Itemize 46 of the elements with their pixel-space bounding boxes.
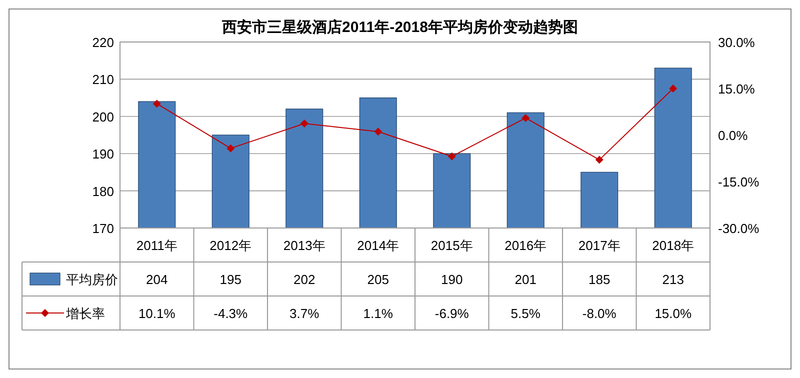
point xyxy=(448,152,456,160)
y-tick-label: 210 xyxy=(92,72,114,88)
y2-tick-label: -15.0% xyxy=(718,174,760,190)
point xyxy=(374,128,382,136)
point xyxy=(152,100,161,108)
y-tick-label: 220 xyxy=(92,35,114,50)
point xyxy=(595,156,604,164)
y-tick-label: 200 xyxy=(92,109,114,124)
x-tick-label: 2013年 xyxy=(283,238,326,253)
data-label: 185 xyxy=(588,272,610,287)
y-tick-label: 180 xyxy=(92,184,114,199)
data-label: 1.1% xyxy=(363,306,394,321)
y2-tick-label: 0.0% xyxy=(718,128,748,143)
data-label: 190 xyxy=(441,272,463,287)
x-tick-label: 2014年 xyxy=(357,238,400,253)
data-label: 213 xyxy=(662,272,684,287)
data-label: 15.0% xyxy=(654,306,692,321)
data-label: 10.1% xyxy=(138,306,176,321)
point xyxy=(300,120,308,128)
y-tick-label: 190 xyxy=(92,146,114,162)
legend-label: 增长率 xyxy=(65,306,105,321)
data-label: 201 xyxy=(514,272,536,287)
data-label: 195 xyxy=(220,272,242,287)
x-tick-label: 2011年 xyxy=(136,238,178,253)
data-label: -8.0% xyxy=(582,306,617,321)
data-label: 202 xyxy=(294,272,316,287)
point xyxy=(522,114,530,122)
x-tick-label: 2018年 xyxy=(652,238,694,253)
x-tick-label: 2015年 xyxy=(430,238,473,253)
y2-tick-label: 15.0% xyxy=(718,82,756,96)
data-label: 3.7% xyxy=(290,306,320,321)
legend-label: 平均房价 xyxy=(66,272,118,287)
y-tick-label: 170 xyxy=(92,221,114,236)
x-tick-label: 2016年 xyxy=(504,238,547,253)
point xyxy=(669,84,678,92)
x-tick-label: 2017年 xyxy=(578,238,620,253)
data-label: -4.3% xyxy=(214,306,248,321)
data-label: 204 xyxy=(146,272,168,287)
x-tick-label: 2012年 xyxy=(210,238,252,253)
point xyxy=(226,144,235,152)
data-label: 5.5% xyxy=(510,306,541,321)
data-label: -6.9% xyxy=(434,306,470,321)
y2-tick-label: -30.0% xyxy=(718,221,760,236)
data-label: 205 xyxy=(367,272,389,287)
chart-title: 西安市三星级酒店2011年-2018年平均房价变动趋势图 xyxy=(221,18,578,36)
y2-tick-label: 30.0% xyxy=(718,35,756,50)
